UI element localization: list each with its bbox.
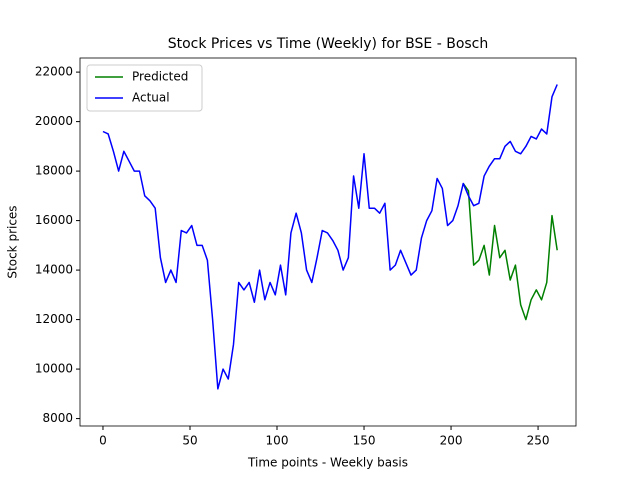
x-tick-label: 250 (527, 434, 550, 448)
y-axis-label: Stock prices (6, 205, 20, 278)
data-line (102, 84, 558, 390)
y-tick-label: 14000 (35, 263, 73, 277)
y-tick-label: 16000 (35, 213, 73, 227)
x-tick-label: 150 (353, 434, 376, 448)
x-tick-label: 0 (99, 434, 107, 448)
y-tick-label: 8000 (42, 411, 73, 425)
data-line (462, 183, 558, 321)
x-tick-label: 200 (440, 434, 463, 448)
plot-frame (79, 57, 577, 427)
legend-label: Actual (132, 91, 170, 105)
y-tick-label: 10000 (35, 362, 73, 376)
x-axis-label: Time points - Weekly basis (247, 456, 408, 470)
y-tick-label: 22000 (35, 65, 73, 79)
chart-title: Stock Prices vs Time (Weekly) for BSE - … (168, 36, 489, 52)
y-tick-label: 18000 (35, 164, 73, 178)
legend: Predicted Actual (86, 64, 203, 112)
x-tick-label: 100 (266, 434, 289, 448)
y-tick-label: 12000 (35, 312, 73, 326)
legend-label: Predicted (132, 70, 188, 84)
x-tick-label: 50 (182, 434, 197, 448)
y-tick-label: 20000 (35, 114, 73, 128)
